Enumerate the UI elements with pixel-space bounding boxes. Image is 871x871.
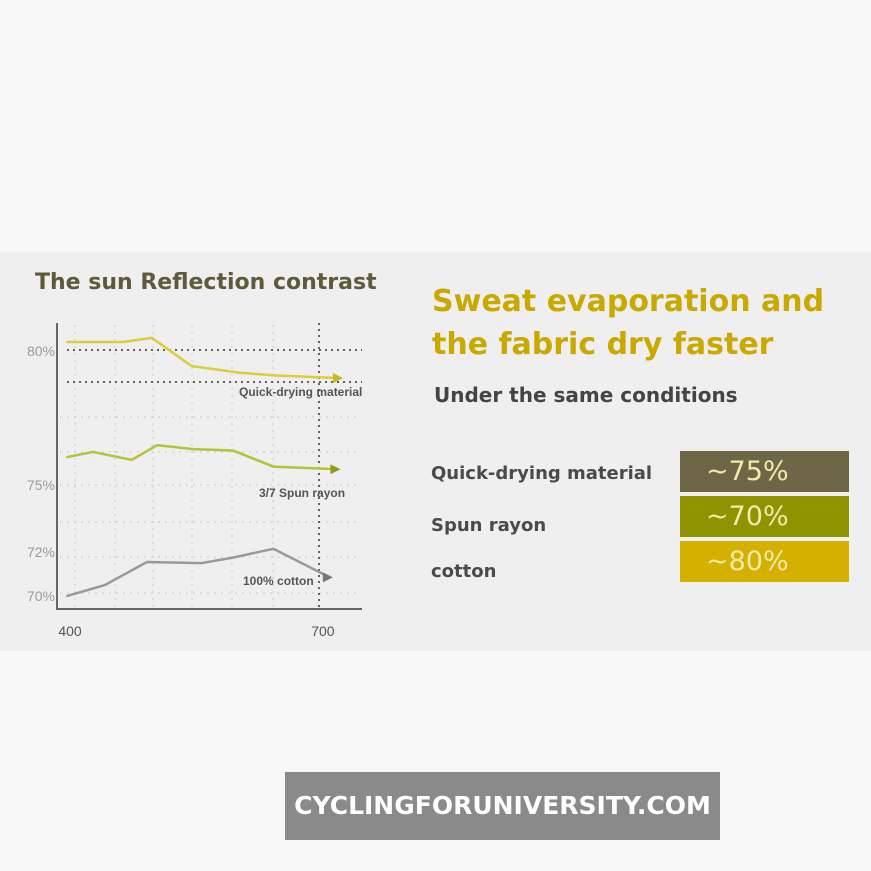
- data-point-arrow: [330, 464, 341, 475]
- data-point: [272, 547, 275, 550]
- data-point: [232, 449, 234, 452]
- row-label-cotton: cotton: [431, 561, 497, 582]
- value-box-spun-rayon: ~70%: [680, 496, 849, 537]
- y-tick-label: 75%: [27, 477, 55, 493]
- series-label-spun-rayon: 3/7 Spun rayon: [259, 486, 345, 500]
- row-label-spun-rayon: Spun rayon: [431, 515, 547, 536]
- heading-line-1: Sweat evaporation and: [432, 284, 825, 319]
- data-point: [156, 444, 158, 446]
- data-point: [192, 448, 195, 450]
- x-tick-label: 400: [58, 623, 82, 639]
- value-box-cotton: ~80%: [680, 541, 849, 582]
- data-point-arrow: [332, 373, 343, 384]
- chart-title: The sun Reflection contrast: [35, 270, 377, 295]
- data-point: [66, 595, 68, 597]
- y-tick-label: 72%: [27, 544, 55, 560]
- series-line: [66, 336, 341, 380]
- data-point-arrow: [322, 572, 333, 583]
- heading-line-2: the fabric dry faster: [432, 327, 774, 362]
- data-point: [103, 584, 106, 586]
- data-point: [146, 561, 148, 563]
- line-chart: 80% 75% 72% 70% 400 700 Quick-drying material 3…: [27, 323, 362, 639]
- data-point: [66, 456, 68, 459]
- row-label-quick-drying: Quick-drying material: [431, 463, 653, 484]
- series-line: [66, 443, 338, 471]
- data-point: [151, 337, 153, 339]
- data-point: [238, 371, 241, 374]
- data-point: [66, 341, 68, 343]
- series-label-quick-drying: Quick-drying material: [239, 385, 362, 399]
- data-point: [232, 556, 234, 559]
- data-point: [272, 465, 275, 468]
- x-tick-label: 700: [311, 623, 335, 639]
- series-line: [66, 547, 331, 598]
- data-point: [200, 562, 203, 564]
- value-box-quick-drying: ~75%: [680, 451, 849, 492]
- series-label-cotton: 100% cotton: [243, 574, 314, 588]
- subheading: Under the same conditions: [434, 383, 738, 407]
- y-tick-label: 80%: [27, 343, 55, 359]
- data-point: [275, 374, 278, 377]
- watermark: CYCLINGFORUNIVERSITY.COM: [285, 772, 720, 840]
- data-point: [92, 451, 94, 453]
- y-tick-label: 70%: [27, 588, 55, 604]
- heading: Sweat evaporation and the fabric dry fast…: [432, 280, 824, 366]
- data-point: [122, 341, 125, 343]
- data-point: [190, 365, 193, 367]
- data-point: [130, 459, 133, 461]
